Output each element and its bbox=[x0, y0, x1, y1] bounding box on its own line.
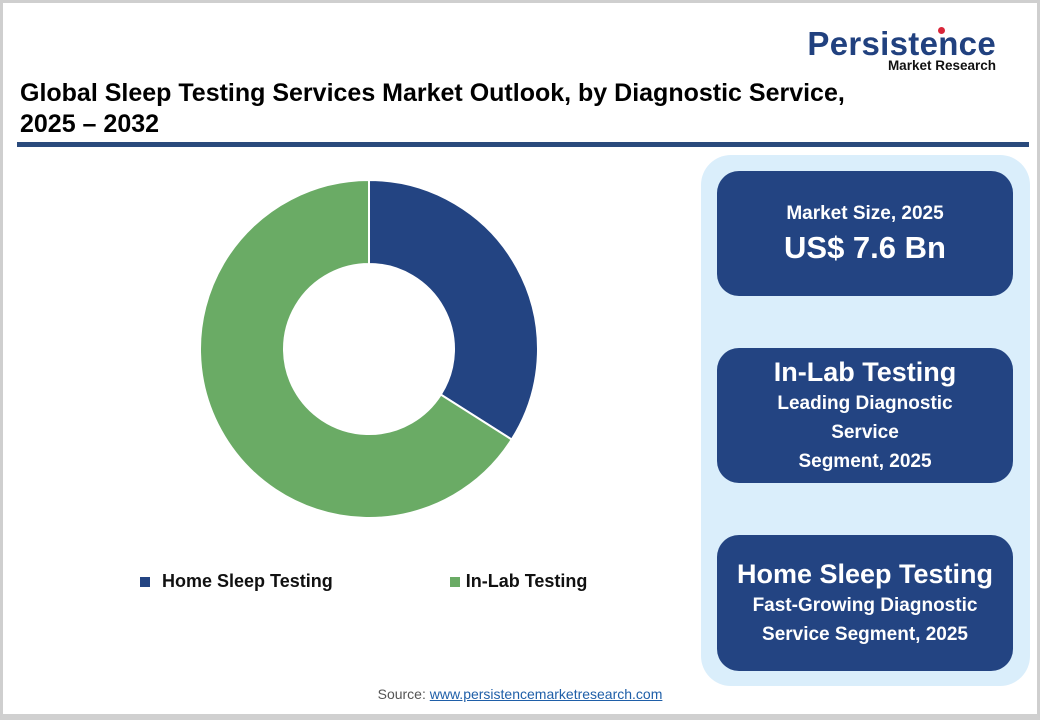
source-prefix: Source: bbox=[377, 686, 430, 702]
logo-wordmark: Persistence bbox=[807, 26, 996, 62]
fastest-segment-line2: Service Segment, 2025 bbox=[762, 624, 968, 645]
fastest-segment-card: Home Sleep Testing Fast-Growing Diagnost… bbox=[717, 535, 1013, 671]
fastest-segment-line1: Fast-Growing Diagnostic bbox=[752, 595, 978, 616]
title-divider bbox=[17, 142, 1029, 147]
chart-legend: Home Sleep Testing In-Lab Testing bbox=[140, 571, 587, 592]
logo-subtitle: Market Research bbox=[887, 58, 996, 73]
brand-logo: Persistence Market Research bbox=[807, 26, 996, 73]
donut-slice-home-sleep-testing bbox=[368, 178, 539, 441]
leading-segment-heading: In-Lab Testing bbox=[773, 357, 957, 387]
legend-item-in-lab-testing: In-Lab Testing bbox=[449, 571, 588, 592]
leading-segment-line1: Leading Diagnostic bbox=[777, 393, 953, 414]
chart-title-line1: Global Sleep Testing Services Market Out… bbox=[20, 79, 845, 107]
market-size-card: Market Size, 2025 US$ 7.6 Bn bbox=[717, 171, 1013, 296]
fastest-segment-heading: Home Sleep Testing bbox=[736, 559, 994, 589]
source-link[interactable]: www.persistencemarketresearch.com bbox=[429, 686, 663, 702]
chart-title-line2: 2025 – 2032 bbox=[20, 110, 160, 138]
logo-star-icon bbox=[938, 27, 946, 34]
source-note: Source: www.persistencemarketresearch.co… bbox=[0, 686, 1040, 702]
legend-label: In-Lab Testing bbox=[465, 571, 588, 591]
market-size-label: Market Size, 2025 bbox=[786, 203, 944, 224]
donut-chart bbox=[199, 178, 539, 519]
donut-slice-in-lab-testing bbox=[199, 178, 514, 519]
logo-main-text: Persistence bbox=[807, 25, 996, 62]
market-size-value: US$ 7.6 Bn bbox=[784, 230, 946, 265]
chart-title: Global Sleep Testing Services Market Out… bbox=[20, 78, 920, 140]
legend-label: Home Sleep Testing bbox=[162, 571, 333, 591]
legend-swatch-home-sleep-testing bbox=[140, 576, 150, 587]
leading-segment-line2: Service bbox=[831, 422, 899, 443]
leading-segment-line3: Segment, 2025 bbox=[798, 451, 932, 472]
legend-item-home-sleep-testing: Home Sleep Testing bbox=[140, 571, 333, 592]
leading-segment-card: In-Lab Testing Leading Diagnostic Servic… bbox=[717, 348, 1013, 483]
legend-swatch-in-lab-testing bbox=[449, 576, 460, 587]
